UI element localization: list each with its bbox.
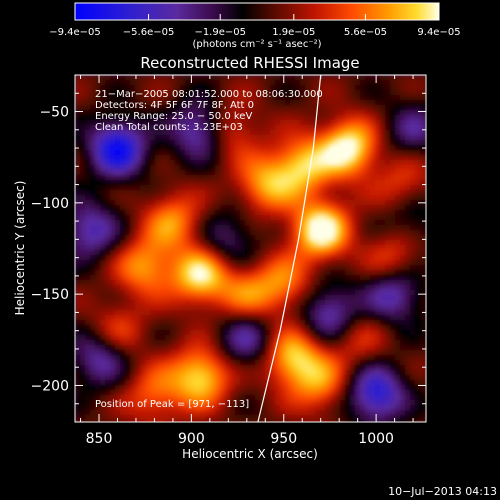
colorbar-ticks: −9.4e−05 −5.6e−05 −1.9e−05 1.9e−05 5.6e−05 9.… [49, 14, 461, 38]
colorbar-tick-label: 1.9e−05 [272, 27, 315, 38]
footer-timestamp: 10−Jul−2013 04:13 [388, 485, 497, 498]
colorbar-units-label: (photons cm⁻² s⁻¹ asec⁻²) [192, 39, 321, 50]
heatmap-image [75, 75, 426, 422]
colorbar-tick-label: −1.9e−05 [194, 27, 246, 38]
peak-position-label: Position of Peak = [971, −113] [95, 399, 249, 410]
colorbar-tick-label: −9.4e−05 [49, 27, 101, 38]
x-axis-ticks: 850 900 950 1000 [80, 75, 414, 447]
annotation-line-1: 21−Mar−2005 08:01:52.000 to 08:06:30.000 [95, 89, 323, 100]
annotation-line-3: Energy Range: 25.0 − 50.0 keV [95, 111, 252, 122]
x-tick-label: 1000 [358, 431, 394, 447]
y-tick-label: −200 [31, 378, 69, 394]
y-tick-label: −50 [39, 105, 69, 121]
y-tick-label: −100 [31, 196, 69, 212]
x-tick-label: 950 [270, 431, 297, 447]
y-axis-ticks: −50 −100 −150 −200 [31, 92, 426, 405]
x-tick-label: 900 [178, 431, 205, 447]
y-axis-label: Heliocentric Y (arcsec) [13, 181, 27, 316]
annotation-line-2: Detectors: 4F 5F 6F 7F 8F, Att 0 [95, 100, 254, 111]
colorbar-tick-label: 5.6e−05 [344, 27, 387, 38]
observation-info: 21−Mar−2005 08:01:52.000 to 08:06:30.000… [95, 89, 323, 133]
plot-frame [74, 74, 427, 423]
x-axis-label: Heliocentric X (arcsec) [182, 447, 318, 461]
chart-title: Reconstructed RHESSI Image [140, 54, 359, 72]
x-tick-label: 850 [86, 431, 113, 447]
colorbar-tick-label: 9.4e−05 [417, 27, 460, 38]
solar-limb-curve [257, 75, 322, 422]
colorbar-tick-label: −5.6e−05 [123, 27, 175, 38]
y-tick-label: −150 [31, 287, 69, 303]
colorbar [74, 2, 440, 21]
annotation-line-4: Clean Total counts: 3.23E+03 [95, 122, 243, 133]
